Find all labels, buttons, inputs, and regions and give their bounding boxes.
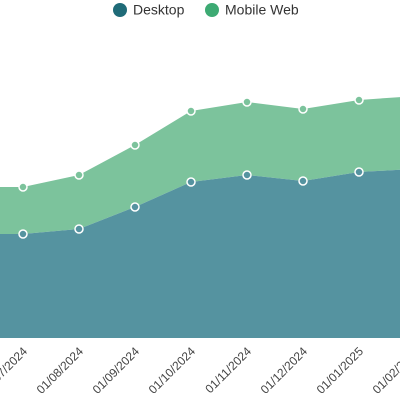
point	[130, 140, 140, 150]
legend-label: Desktop	[133, 2, 185, 18]
x-tick-label: 01/07/2024	[0, 344, 30, 397]
point	[18, 182, 28, 192]
x-tick-label: 01/09/2024	[90, 344, 143, 397]
legend-marker	[113, 3, 127, 17]
x-tick-label: 01/02/2025	[370, 344, 400, 397]
point	[298, 104, 308, 114]
point	[242, 170, 252, 180]
point	[18, 229, 28, 239]
x-tick-label: 01/12/2024	[258, 344, 311, 397]
point	[354, 95, 364, 105]
point	[186, 106, 196, 116]
area	[0, 97, 400, 234]
point	[74, 170, 84, 180]
point	[298, 176, 308, 186]
point	[186, 177, 196, 187]
legend-marker	[205, 3, 219, 17]
x-tick-label: 01/01/2025	[314, 344, 367, 397]
point	[354, 167, 364, 177]
x-tick-label: 01/11/2024	[202, 344, 254, 396]
point	[74, 224, 84, 234]
legend-label: Mobile Web	[225, 2, 299, 18]
x-tick-label: 01/08/2024	[34, 344, 87, 397]
area	[0, 169, 400, 338]
point	[130, 202, 140, 212]
x-tick-label: 01/10/2024	[146, 344, 199, 397]
point	[242, 97, 252, 107]
